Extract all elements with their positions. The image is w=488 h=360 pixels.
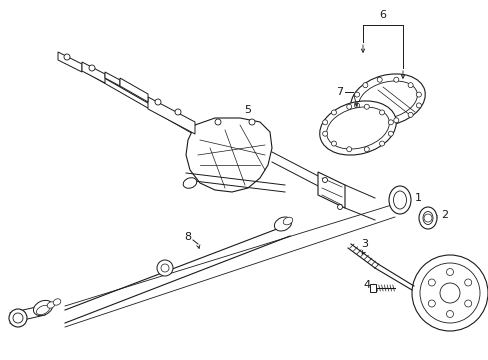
Polygon shape xyxy=(82,62,105,83)
Circle shape xyxy=(337,204,342,210)
Ellipse shape xyxy=(350,74,425,126)
Circle shape xyxy=(9,309,27,327)
Circle shape xyxy=(322,131,327,136)
Ellipse shape xyxy=(37,305,49,315)
Circle shape xyxy=(155,99,161,105)
Circle shape xyxy=(161,264,169,272)
Circle shape xyxy=(248,119,254,125)
Ellipse shape xyxy=(47,302,55,308)
Circle shape xyxy=(464,279,471,286)
Circle shape xyxy=(331,110,336,115)
Circle shape xyxy=(411,255,487,331)
Circle shape xyxy=(157,260,173,276)
Circle shape xyxy=(379,141,384,146)
Polygon shape xyxy=(105,72,120,86)
Circle shape xyxy=(346,104,351,109)
Ellipse shape xyxy=(183,178,196,188)
Circle shape xyxy=(416,103,421,108)
Circle shape xyxy=(364,147,368,152)
Circle shape xyxy=(387,120,392,125)
Circle shape xyxy=(393,77,398,82)
Text: 2: 2 xyxy=(441,210,447,220)
Circle shape xyxy=(407,83,412,87)
Circle shape xyxy=(322,120,327,125)
Text: 3: 3 xyxy=(361,239,368,249)
Ellipse shape xyxy=(283,217,292,225)
Ellipse shape xyxy=(326,107,388,149)
Ellipse shape xyxy=(319,101,395,155)
Circle shape xyxy=(416,92,421,97)
Text: 7: 7 xyxy=(336,87,343,97)
Circle shape xyxy=(387,131,392,136)
Polygon shape xyxy=(148,97,195,134)
Circle shape xyxy=(175,109,181,115)
Circle shape xyxy=(13,313,23,323)
Circle shape xyxy=(354,103,359,108)
Text: 5: 5 xyxy=(244,105,251,115)
Circle shape xyxy=(427,300,434,307)
Text: 8: 8 xyxy=(184,232,191,242)
Circle shape xyxy=(376,77,382,82)
Ellipse shape xyxy=(33,300,52,316)
Ellipse shape xyxy=(358,81,416,119)
Circle shape xyxy=(376,118,382,123)
Ellipse shape xyxy=(393,191,406,209)
Ellipse shape xyxy=(422,212,432,225)
Text: 1: 1 xyxy=(414,193,421,203)
Circle shape xyxy=(379,110,384,115)
Circle shape xyxy=(331,141,336,146)
Circle shape xyxy=(322,177,327,183)
Circle shape xyxy=(362,112,367,117)
Circle shape xyxy=(393,118,398,123)
Circle shape xyxy=(364,104,368,109)
Ellipse shape xyxy=(388,186,410,214)
Circle shape xyxy=(464,300,471,307)
Ellipse shape xyxy=(274,217,291,231)
Circle shape xyxy=(362,83,367,87)
Circle shape xyxy=(64,54,70,60)
Circle shape xyxy=(215,119,221,125)
Polygon shape xyxy=(58,52,82,72)
Text: 6: 6 xyxy=(379,10,386,20)
Ellipse shape xyxy=(418,207,436,229)
Polygon shape xyxy=(369,284,375,292)
Circle shape xyxy=(419,263,479,323)
Circle shape xyxy=(427,279,434,286)
Circle shape xyxy=(89,65,95,71)
Circle shape xyxy=(423,214,431,222)
Circle shape xyxy=(407,112,412,117)
Polygon shape xyxy=(317,172,345,208)
Circle shape xyxy=(446,310,452,318)
Circle shape xyxy=(354,92,359,97)
Circle shape xyxy=(446,269,452,275)
Circle shape xyxy=(346,147,351,152)
Circle shape xyxy=(439,283,459,303)
Polygon shape xyxy=(120,78,148,102)
Ellipse shape xyxy=(53,299,61,305)
Text: 4: 4 xyxy=(363,280,370,290)
Polygon shape xyxy=(185,118,271,192)
